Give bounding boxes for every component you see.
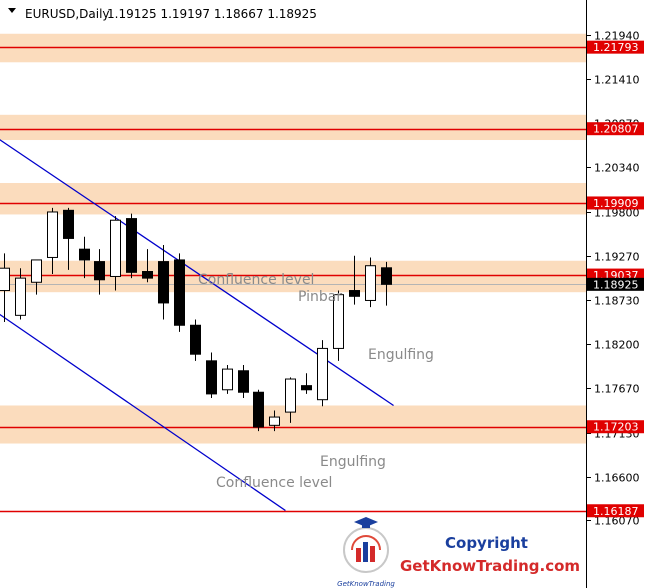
candle-body-bull	[15, 277, 26, 316]
candle	[174, 253, 185, 332]
getknowtrading-logo-icon	[343, 517, 389, 573]
candle	[63, 207, 74, 270]
level-label-bg	[587, 40, 644, 54]
candle-body-bull	[110, 219, 121, 277]
annotation-engulfing-upper: Engulfing	[368, 347, 434, 363]
candle-body-bull	[222, 368, 233, 391]
candle-body-bull	[0, 267, 10, 292]
candle-body-bear	[190, 324, 201, 355]
candle-body-bear	[174, 259, 185, 326]
tick-label: 1.20340	[594, 162, 640, 175]
candle	[269, 410, 280, 432]
level-label-bg	[587, 122, 644, 136]
trendline-1	[0, 313, 286, 512]
level-label: 1.20807	[593, 123, 639, 136]
candle-body-bear	[238, 370, 249, 393]
candle	[333, 290, 344, 361]
price-axis-ticks: 1.219401.214101.208701.203401.198001.192…	[586, 30, 640, 528]
candle	[79, 236, 90, 279]
candle	[190, 319, 201, 361]
candle-body-bull	[47, 211, 58, 258]
annotation-confluence-upper: Confluence level	[198, 272, 314, 288]
watermark-copyright: Copyright	[445, 534, 528, 552]
tick-label: 1.19800	[594, 207, 640, 220]
candle-body-bull	[269, 416, 280, 426]
candle-body-bear	[301, 385, 312, 391]
candle	[15, 268, 26, 320]
candle-body-bear	[142, 271, 153, 279]
watermark: GetKnowTrading Copyright GetKnowTrading.…	[337, 517, 580, 588]
triangle-down-icon[interactable]	[8, 8, 16, 13]
annotation-engulfing-lower: Engulfing	[320, 454, 386, 470]
level-label: 1.19909	[593, 197, 639, 210]
zone-2	[0, 183, 586, 215]
level-label: 1.21793	[593, 41, 639, 54]
annotations: Confluence level Pinbar Engulfing Engulf…	[198, 272, 434, 491]
candle-body-bear	[79, 248, 90, 261]
candle	[94, 249, 105, 295]
candle	[31, 259, 42, 295]
candle-body-bull	[365, 265, 376, 301]
ohlc-values: 1.19125 1.19197 1.18667 1.18925	[107, 7, 317, 21]
symbol-label: EURUSD,Daily	[25, 7, 110, 21]
candle	[285, 377, 296, 423]
annotation-pinbar: Pinbar	[298, 289, 342, 305]
level-label: 1.16187	[593, 505, 639, 518]
candle	[142, 249, 153, 283]
tick-label: 1.18200	[594, 339, 640, 352]
tick-label: 1.16600	[594, 472, 640, 485]
candle-body-bear	[253, 391, 264, 428]
candle-body-bull	[285, 378, 296, 413]
candle-body-bear	[63, 209, 74, 239]
level-label: 1.17203	[593, 421, 639, 434]
tick-label: 1.16070	[594, 515, 640, 528]
chart-header: EURUSD,Daily 1.19125 1.19197 1.18667 1.1…	[8, 7, 317, 21]
candle	[0, 253, 10, 322]
candle-body-bear	[381, 267, 392, 285]
tick-label: 1.21940	[594, 30, 640, 43]
tick-label: 1.19270	[594, 251, 640, 264]
tick-label: 1.21410	[594, 74, 640, 87]
zone-1	[0, 114, 586, 141]
watermark-logo-text: GetKnowTrading	[337, 580, 395, 588]
candle	[301, 373, 312, 394]
tick-label: 1.17670	[594, 383, 640, 396]
candle-body-bull	[333, 294, 344, 349]
candle	[158, 245, 169, 320]
level-label-bg	[587, 504, 644, 518]
annotation-confluence-lower: Confluence level	[216, 475, 332, 491]
candle-body-bear	[158, 261, 169, 304]
candle-body-bull	[31, 259, 42, 283]
candle-body-bear	[206, 360, 217, 395]
candle	[253, 389, 264, 432]
candle	[381, 261, 392, 306]
level-label-bg	[587, 420, 644, 434]
candle	[349, 255, 360, 305]
level-price-labels: 1.217931.208071.199091.190371.172031.161…	[587, 40, 644, 518]
candle-body-bull	[317, 347, 328, 401]
candle-body-bear	[349, 290, 360, 297]
current-price-label: 1.18925	[587, 277, 644, 291]
watermark-site: GetKnowTrading.com	[400, 557, 580, 575]
candle-body-bear	[126, 218, 137, 273]
candle	[222, 364, 233, 394]
candle	[47, 207, 58, 274]
candle	[126, 213, 137, 279]
candle	[206, 352, 217, 399]
candle	[317, 340, 328, 407]
candle	[365, 257, 376, 308]
svg-text:1.18925: 1.18925	[593, 278, 639, 291]
candle	[238, 364, 249, 399]
candle	[110, 216, 121, 291]
candle-body-bear	[94, 261, 105, 281]
candles	[0, 207, 392, 432]
tick-label: 1.18730	[594, 295, 640, 308]
level-label-bg	[587, 196, 644, 210]
